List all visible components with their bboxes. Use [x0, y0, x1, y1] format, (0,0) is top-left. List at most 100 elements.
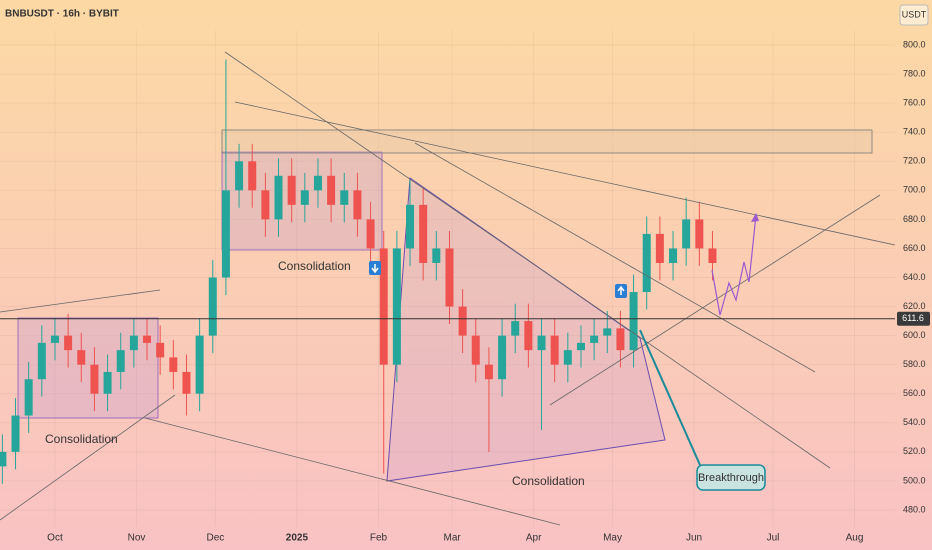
x-tick-label: Feb	[370, 533, 388, 544]
x-tick-label: May	[603, 533, 622, 544]
candle-body	[143, 335, 152, 343]
y-tick-label: 700.0	[903, 185, 926, 195]
candle-body	[524, 321, 533, 351]
candle-body	[24, 379, 33, 416]
candle-body	[340, 190, 349, 205]
y-tick-label: 600.0	[903, 330, 926, 340]
candle-body	[366, 219, 375, 249]
projection-arrow	[751, 213, 759, 222]
x-tick-label: 2025	[286, 533, 309, 544]
candle-body	[498, 335, 507, 380]
candle-body	[90, 364, 99, 394]
y-tick-label: 740.0	[903, 127, 926, 137]
trend-line	[0, 289, 161, 313]
candle-body	[576, 342, 585, 351]
candle-body	[392, 248, 401, 365]
candle-body	[511, 321, 520, 336]
candles	[0, 59, 717, 484]
candle-body	[235, 161, 244, 191]
trend-line	[234, 101, 896, 246]
candle-body	[550, 335, 559, 365]
x-tick-label: Dec	[207, 533, 225, 544]
trend-line	[0, 394, 176, 521]
candle-body	[50, 335, 59, 343]
consolidation-label: Consolidation	[512, 474, 585, 488]
y-tick-label: 780.0	[903, 68, 926, 78]
price-tag	[897, 311, 930, 326]
breakthrough-label: Breakthrough	[698, 472, 764, 484]
candle-body	[629, 292, 638, 351]
candle-body	[484, 364, 493, 380]
candle-body	[458, 306, 467, 336]
y-tick-label: 560.0	[903, 388, 926, 398]
candle-body	[261, 190, 270, 220]
candle-body	[603, 328, 612, 336]
trend-lines	[0, 51, 896, 526]
x-tick-label: Mar	[443, 533, 461, 544]
candle-body	[445, 248, 454, 307]
price-tag-label: 611.6	[902, 313, 924, 323]
candle-body	[221, 190, 230, 278]
candle-body	[103, 371, 112, 394]
candle-body	[300, 190, 309, 205]
candle-body	[274, 175, 283, 220]
x-tick-label: Oct	[47, 533, 63, 544]
candle-body	[208, 277, 217, 336]
down-arrow-glyph	[371, 264, 379, 274]
candle-body	[0, 451, 7, 467]
candle-body	[695, 219, 704, 249]
y-tick-label: 760.0	[903, 98, 926, 108]
y-tick-label: 520.0	[903, 446, 926, 456]
y-tick-label: 720.0	[903, 156, 926, 166]
y-tick-label: 500.0	[903, 475, 926, 485]
trend-line	[144, 417, 561, 526]
candle-body	[563, 350, 572, 365]
x-tick-label: Jul	[767, 533, 780, 544]
consolidation-label: Consolidation	[45, 432, 118, 446]
candle-body	[287, 175, 296, 205]
y-tick-label: 620.0	[903, 301, 926, 311]
candle-body	[116, 350, 125, 372]
candle-body	[432, 248, 441, 263]
y-tick-label: 800.0	[903, 39, 926, 49]
y-tick-label: 660.0	[903, 243, 926, 253]
candle-body	[471, 335, 480, 365]
candle-body	[11, 415, 20, 452]
candle-body	[248, 161, 257, 191]
callout-line	[639, 329, 701, 466]
candle-body	[669, 248, 678, 263]
consolidation-label: Consolidation	[278, 259, 351, 273]
currency-button[interactable]	[899, 4, 929, 26]
candle-body	[77, 350, 86, 365]
x-tick-label: Apr	[526, 533, 542, 544]
candle-body	[616, 328, 625, 351]
x-tick-label: Jun	[686, 533, 702, 544]
candle-body	[406, 204, 415, 249]
candle-body	[195, 335, 204, 394]
up-arrow-glyph	[617, 285, 625, 295]
trend-line	[414, 142, 816, 373]
x-tick-label: Nov	[128, 533, 146, 544]
candle-body	[708, 248, 717, 263]
callout-box	[696, 464, 766, 491]
candle-body	[682, 219, 691, 249]
candle-body	[642, 233, 651, 293]
candle-body	[64, 335, 73, 351]
candle-body	[169, 357, 178, 372]
candle-body	[537, 335, 546, 351]
candle-body	[129, 335, 138, 351]
x-tick-label: Aug	[846, 533, 864, 544]
candle-body	[590, 335, 599, 343]
y-tick-label: 640.0	[903, 272, 926, 282]
candle-body	[327, 175, 336, 205]
candle-body	[313, 175, 322, 191]
y-tick-label: 580.0	[903, 359, 926, 369]
chart-title: BNBUSDT · 16h · BYBIT	[5, 9, 119, 20]
candle-body	[353, 190, 362, 220]
y-tick-label: 680.0	[903, 214, 926, 224]
candle-body	[156, 342, 165, 358]
candle-body	[655, 233, 664, 263]
currency-label: USDT	[902, 9, 927, 19]
